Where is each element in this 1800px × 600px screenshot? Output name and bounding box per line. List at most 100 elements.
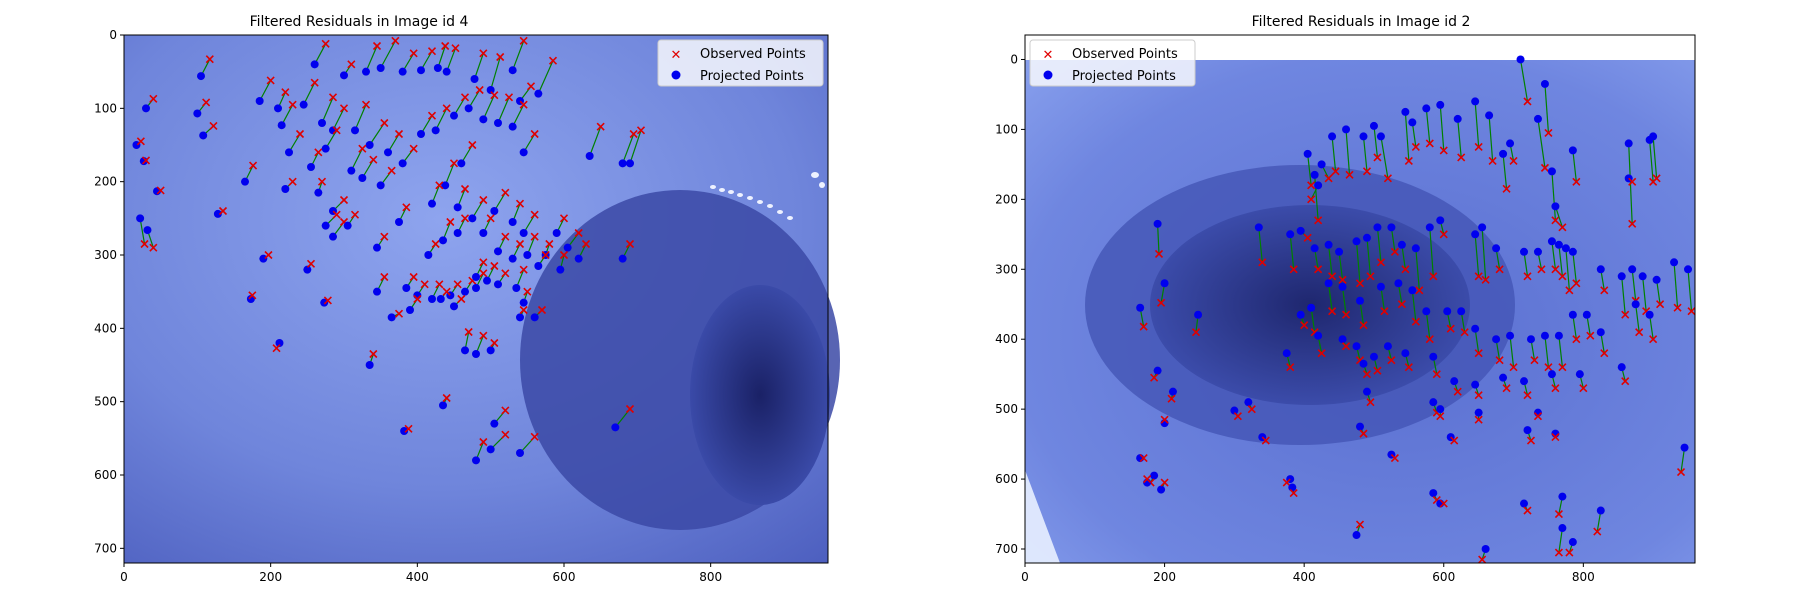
projected-point xyxy=(400,427,409,435)
observed-point xyxy=(288,177,297,186)
projected-point xyxy=(1369,352,1378,361)
observed-point xyxy=(1429,272,1438,281)
projected-point xyxy=(1596,506,1605,515)
observed-point xyxy=(427,111,437,120)
observed-point xyxy=(1652,174,1661,183)
residual-line xyxy=(1411,290,1417,322)
observed-point xyxy=(205,55,214,64)
projected-point xyxy=(1373,223,1382,232)
observed-point xyxy=(409,144,418,153)
observed-point xyxy=(1160,415,1169,424)
projected-point xyxy=(275,339,284,347)
residual-line xyxy=(629,130,642,164)
x-tick-label: 600 xyxy=(553,570,576,584)
observed-point xyxy=(490,91,499,100)
projected-point xyxy=(417,130,425,138)
observed-point xyxy=(1474,349,1483,358)
projected-point xyxy=(1471,97,1480,106)
observed-point xyxy=(1362,167,1372,176)
projected-point xyxy=(1471,324,1480,333)
observed-point xyxy=(1628,177,1637,186)
residual-line xyxy=(1502,153,1508,189)
observed-point xyxy=(202,98,211,107)
observed-point xyxy=(1481,275,1490,284)
observed-point xyxy=(387,166,396,175)
observed-point xyxy=(479,269,488,278)
projected-point xyxy=(516,449,524,457)
residual-line xyxy=(1551,171,1557,221)
projected-point xyxy=(534,262,543,270)
projected-point xyxy=(347,166,356,175)
observed-point xyxy=(530,232,539,241)
projected-point xyxy=(457,159,466,168)
observed-point xyxy=(1338,275,1347,284)
projected-point xyxy=(1296,226,1305,235)
projected-point xyxy=(479,115,488,124)
projected-point xyxy=(1499,149,1508,158)
projected-point xyxy=(1523,426,1532,435)
projected-point xyxy=(1314,331,1323,340)
panel-1-specular-highlights xyxy=(710,172,825,220)
projected-point xyxy=(1533,247,1542,256)
projected-point xyxy=(1453,114,1462,123)
residual-line xyxy=(1656,279,1661,305)
projected-point xyxy=(1342,125,1351,134)
observed-point xyxy=(1474,415,1483,424)
observed-point xyxy=(519,265,528,274)
projected-point xyxy=(556,265,565,274)
residual-line xyxy=(1425,311,1431,340)
projected-point xyxy=(1401,107,1410,116)
observed-point xyxy=(339,104,349,113)
projected-point xyxy=(1680,443,1689,452)
residual-line xyxy=(1411,122,1417,147)
observed-point xyxy=(1341,310,1351,319)
residual-line xyxy=(622,133,635,164)
projected-point xyxy=(1150,471,1159,480)
observed-point xyxy=(501,269,510,278)
projected-point xyxy=(1157,485,1166,494)
observed-point xyxy=(501,406,510,415)
observed-point xyxy=(1286,363,1295,372)
residual-line xyxy=(1572,150,1577,182)
y-tick-label: 600 xyxy=(94,468,117,482)
y-tick-label: 200 xyxy=(995,192,1018,206)
observed-point xyxy=(1558,272,1567,281)
observed-point xyxy=(1439,499,1448,508)
projected-point xyxy=(1288,483,1297,492)
projected-point xyxy=(259,254,268,263)
projected-point xyxy=(1568,247,1577,256)
projected-point xyxy=(1652,275,1661,284)
observed-point xyxy=(1502,384,1511,393)
observed-point xyxy=(413,294,422,304)
observed-point xyxy=(1537,265,1546,274)
projected-point xyxy=(1307,303,1316,312)
observed-point xyxy=(574,228,583,238)
residual-line xyxy=(303,82,316,105)
residual-line xyxy=(435,108,448,131)
residual-line xyxy=(1390,227,1396,252)
projected-point xyxy=(398,159,407,168)
observed-point xyxy=(1328,307,1337,316)
residual-line xyxy=(1345,129,1351,175)
projected-point xyxy=(574,254,583,263)
observed-point xyxy=(559,250,569,260)
projected-point xyxy=(1282,349,1291,358)
projected-point xyxy=(1568,146,1577,155)
observed-point xyxy=(1523,391,1532,400)
observed-point xyxy=(446,217,455,227)
observed-point xyxy=(1474,272,1483,281)
projected-point xyxy=(143,226,152,235)
residual-line xyxy=(1401,244,1406,270)
observed-point xyxy=(1474,391,1483,400)
observed-point xyxy=(1572,177,1581,186)
projected-point xyxy=(384,148,392,157)
observed-point xyxy=(380,272,389,282)
observed-point xyxy=(1167,394,1176,403)
projected-point xyxy=(1506,139,1515,148)
observed-point xyxy=(1649,335,1658,344)
observed-point xyxy=(449,159,459,168)
projected-point xyxy=(563,243,572,252)
observed-point xyxy=(347,60,356,69)
projected-point xyxy=(1376,282,1385,291)
observed-point xyxy=(1373,153,1382,162)
